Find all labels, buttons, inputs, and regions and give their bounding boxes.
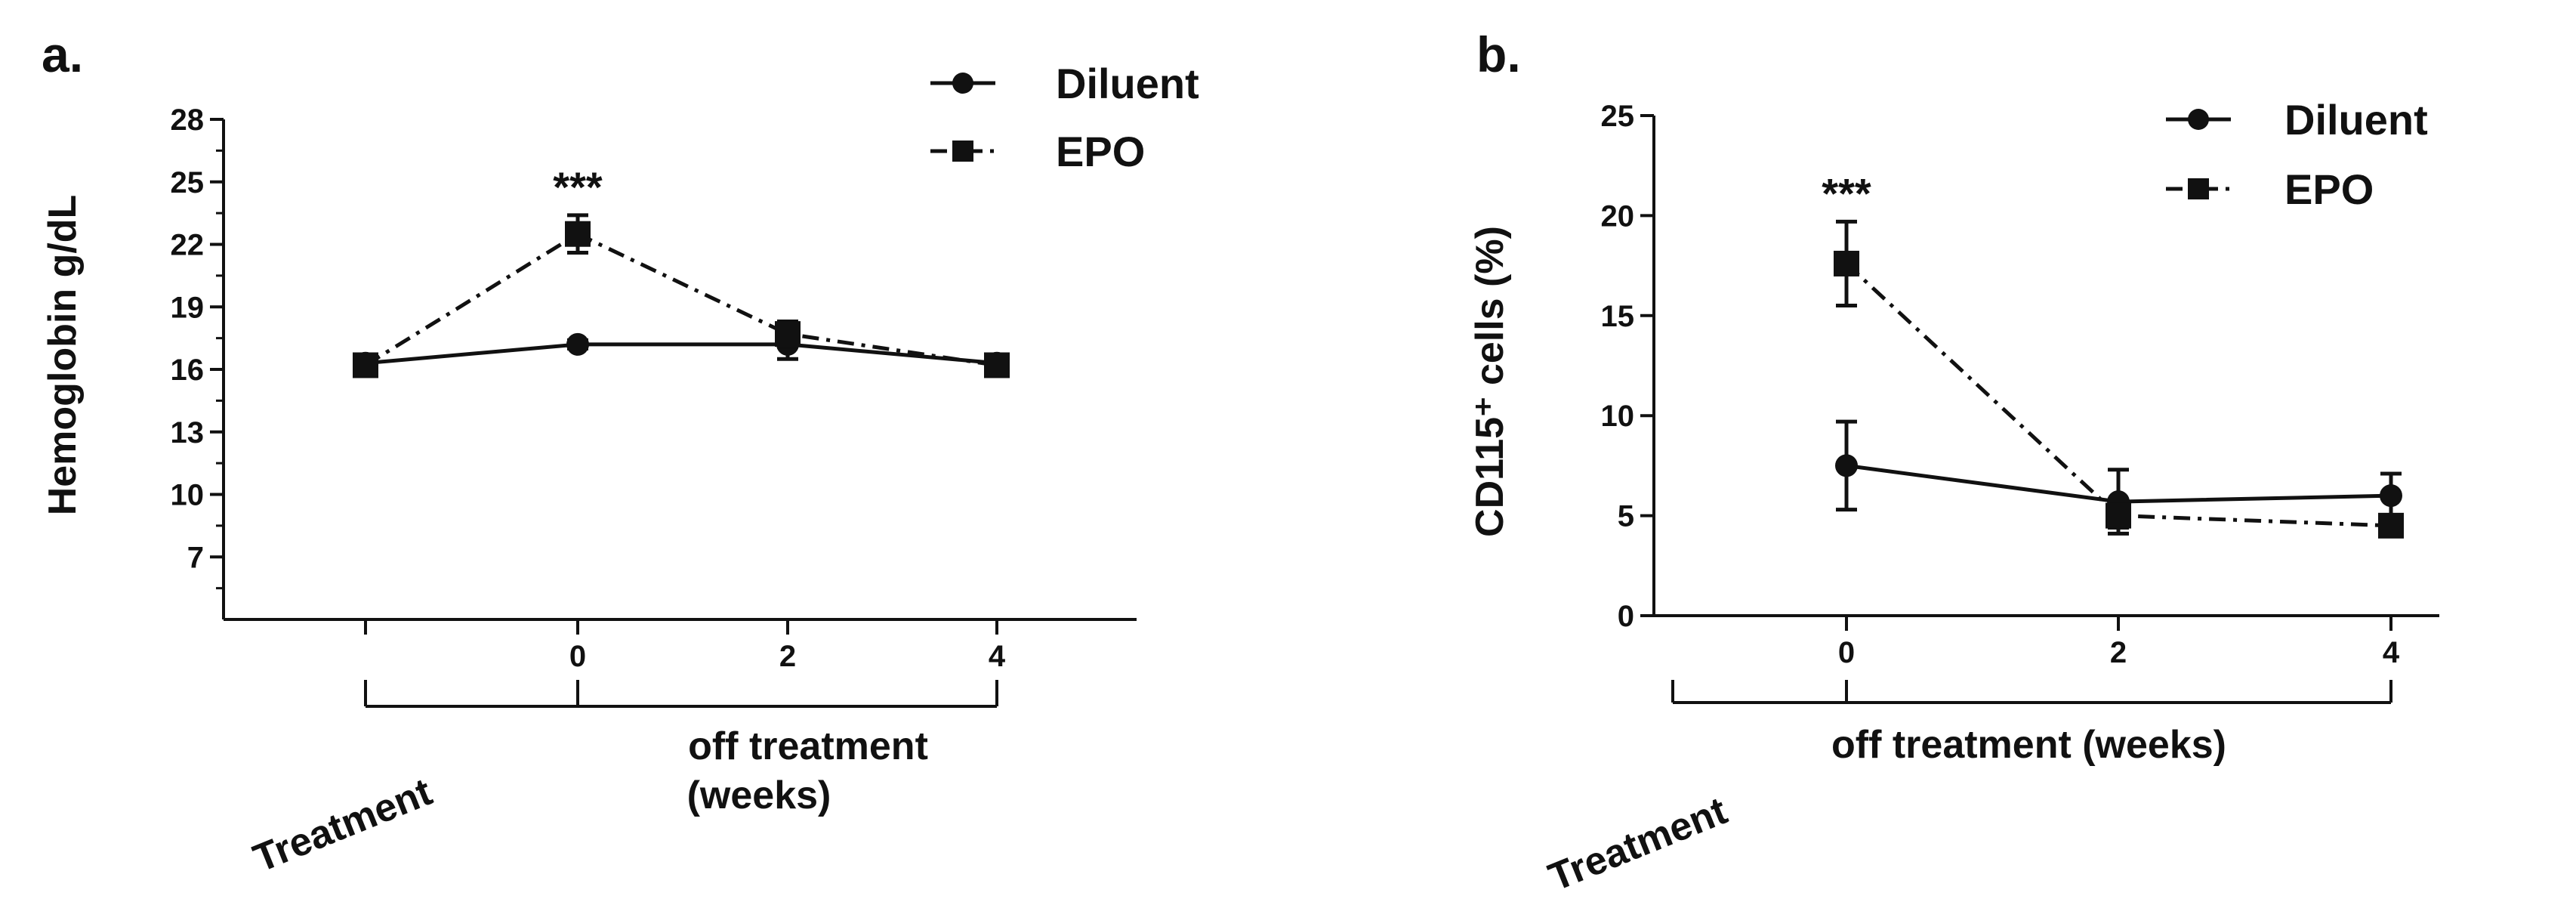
series-line-epo xyxy=(364,231,998,367)
y-tick-label: 28 xyxy=(171,103,205,137)
panel-b-label: b. xyxy=(1476,26,1521,82)
y-tick-label: 7 xyxy=(187,541,204,574)
panel-b-legend: Diluent EPO xyxy=(2166,96,2428,213)
point-diluent xyxy=(1835,454,1858,477)
y-tick-label: 10 xyxy=(1601,400,1635,433)
point-diluent xyxy=(2380,484,2402,508)
x-tick-label: 4 xyxy=(2383,636,2400,669)
point-epo xyxy=(565,221,591,247)
legend-a-diluent-label: Diluent xyxy=(1056,60,1199,107)
panel-b-y-axis-label: CD115⁺ cells (%) xyxy=(1468,226,1512,537)
y-tick-label: 10 xyxy=(171,479,205,512)
panel-a-label: a. xyxy=(42,26,83,82)
y-tick-label: 13 xyxy=(171,416,205,449)
x-tick-label: 2 xyxy=(779,640,796,673)
point-epo xyxy=(984,352,1010,378)
panel-a-y-ticks: 7 10 13 16 19 22 25 28 xyxy=(171,103,224,590)
legend-b-diluent-marker xyxy=(2188,109,2209,130)
point-epo xyxy=(1834,250,1859,276)
panel-a-y-axis-label: Hemoglobin g/dL xyxy=(41,195,85,516)
panel-a-treatment-label: Treatment xyxy=(248,770,438,881)
panel-a-x-ticks: 0 2 4 xyxy=(364,619,1006,673)
y-tick-label: 20 xyxy=(1601,199,1635,233)
y-tick-label: 25 xyxy=(171,166,205,199)
panel-b-off-treatment-label: off treatment (weeks) xyxy=(1831,723,2226,767)
point-epo xyxy=(353,352,378,378)
y-tick-label: 22 xyxy=(171,229,205,262)
legend-b-diluent-label: Diluent xyxy=(2284,96,2428,144)
panel-a-significance: *** xyxy=(553,163,603,211)
panel-a: a. Hemoglobin g/dL 7 10 13 16 19 22 25 28 0 2 4 D… xyxy=(41,26,1199,881)
panel-b-significance: *** xyxy=(1822,169,1871,217)
panel-a-weeks-label: (weeks) xyxy=(687,774,831,817)
legend-a-diluent-marker xyxy=(952,73,973,94)
y-tick-label: 25 xyxy=(1601,100,1635,133)
panel-a-off-treatment-label: off treatment xyxy=(688,724,928,768)
panel-b-treatment-label: Treatment xyxy=(1543,789,1733,900)
panel-a-legend: Diluent EPO xyxy=(930,60,1199,175)
panel-b-plot-area xyxy=(1834,219,2404,539)
panel-a-plot-area xyxy=(353,213,1010,378)
point-epo xyxy=(2106,502,2131,529)
point-epo xyxy=(2378,512,2404,539)
legend-a-epo-label: EPO xyxy=(1056,128,1145,175)
panel-b-x-bracket: Treatment off treatment (weeks) xyxy=(1543,680,2392,900)
x-tick-label: 2 xyxy=(2110,636,2127,669)
legend-a-epo-marker xyxy=(952,141,973,162)
x-tick-label: 0 xyxy=(569,640,586,673)
point-diluent xyxy=(566,332,589,356)
point-epo xyxy=(775,321,801,347)
y-tick-label: 16 xyxy=(171,354,205,387)
y-tick-label: 0 xyxy=(1618,600,1634,633)
panel-a-x-bracket: Treatment off treatment (weeks) xyxy=(248,680,998,881)
series-line-diluent xyxy=(365,342,998,366)
x-tick-label: 4 xyxy=(989,640,1006,673)
y-tick-label: 19 xyxy=(171,291,205,324)
y-tick-label: 5 xyxy=(1618,500,1634,533)
legend-b-epo-marker xyxy=(2188,178,2209,199)
legend-b-epo-label: EPO xyxy=(2284,165,2374,213)
panel-b: b. CD115⁺ cells (%) 0 5 10 15 20 25 0 2 4 Dilue… xyxy=(1468,26,2439,900)
y-tick-label: 15 xyxy=(1601,300,1635,333)
panel-b-y-ticks: 0 5 10 15 20 25 xyxy=(1601,100,1654,633)
x-tick-label: 0 xyxy=(1838,636,1855,669)
panel-b-x-ticks: 0 2 4 xyxy=(1838,616,2400,669)
